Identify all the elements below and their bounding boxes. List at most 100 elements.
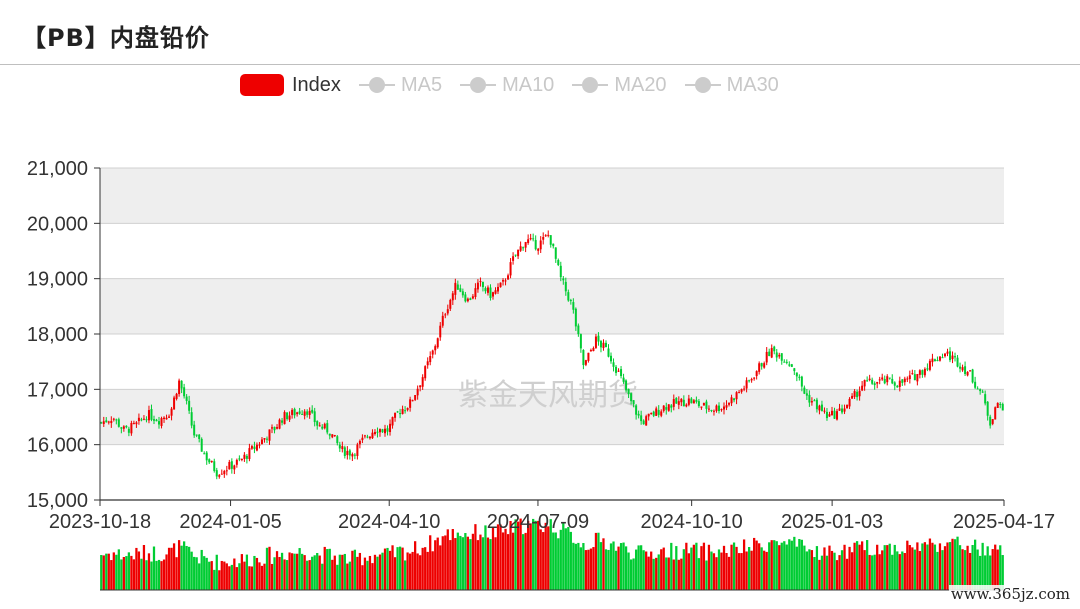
candle-body bbox=[265, 438, 268, 440]
candle-body bbox=[793, 368, 796, 372]
volume-bar bbox=[326, 549, 329, 590]
volume-bar bbox=[303, 555, 306, 590]
volume-bar bbox=[532, 518, 535, 590]
candle-body bbox=[974, 381, 977, 388]
candle-body bbox=[825, 411, 828, 419]
volume-bar bbox=[793, 536, 796, 590]
candle-body bbox=[499, 282, 502, 288]
candle-body bbox=[502, 280, 505, 282]
candle-body bbox=[534, 240, 537, 250]
volume-bar bbox=[228, 566, 231, 590]
candle-body bbox=[404, 410, 407, 412]
volume-bar bbox=[343, 553, 346, 590]
volume-bar bbox=[622, 542, 625, 590]
candle-body bbox=[599, 341, 602, 348]
volume-bar bbox=[619, 543, 623, 590]
legend-item-ma5[interactable]: MA5 bbox=[358, 73, 443, 97]
volume-bar bbox=[381, 552, 384, 590]
volume-bar bbox=[506, 534, 510, 590]
candle-body bbox=[409, 399, 412, 408]
candle-body bbox=[660, 411, 663, 416]
candle-body bbox=[210, 460, 213, 463]
candle-body bbox=[582, 350, 585, 366]
legend-item-ma20[interactable]: MA20 bbox=[572, 74, 667, 97]
volume-bar bbox=[690, 547, 693, 590]
volume-bar bbox=[986, 546, 989, 590]
volume-bar bbox=[991, 549, 994, 590]
volume-bar bbox=[270, 563, 274, 590]
volume-bar bbox=[142, 545, 146, 590]
volume-bar bbox=[167, 547, 171, 590]
candle-body bbox=[461, 291, 464, 296]
volume-bar bbox=[908, 545, 911, 590]
legend-item-ma10[interactable]: MA10 bbox=[460, 74, 554, 97]
legend-item-index[interactable]: Index bbox=[240, 74, 341, 97]
candle-body bbox=[459, 288, 462, 292]
y-tick-label: 19,000 bbox=[27, 269, 88, 291]
volume-bar bbox=[356, 556, 359, 590]
y-tick-label: 16,000 bbox=[27, 435, 88, 457]
volume-bar bbox=[268, 546, 271, 590]
volume-bar bbox=[152, 546, 156, 590]
candle-body bbox=[248, 448, 251, 460]
volume-bar bbox=[677, 559, 680, 590]
legend-item-ma30[interactable]: MA30 bbox=[684, 74, 779, 97]
volume-bar bbox=[444, 535, 447, 590]
volume-bar bbox=[499, 524, 502, 590]
candle-body bbox=[725, 405, 728, 408]
volume-bar bbox=[225, 563, 228, 590]
candle-body bbox=[795, 372, 798, 377]
candle-body bbox=[981, 391, 984, 393]
volume-bar bbox=[466, 536, 470, 590]
volume-bar bbox=[120, 559, 123, 590]
candle-body bbox=[105, 420, 108, 423]
volume-bar bbox=[311, 556, 314, 590]
legend-label-ma10: MA10 bbox=[502, 73, 555, 96]
volume-bar bbox=[177, 540, 181, 590]
volume-bar bbox=[830, 550, 834, 590]
candle-body bbox=[969, 370, 972, 372]
volume-bar bbox=[602, 538, 605, 590]
candle-body bbox=[168, 416, 171, 418]
candle-body bbox=[677, 401, 680, 405]
volume-bar bbox=[685, 542, 688, 590]
legend-marker-ma30 bbox=[684, 74, 721, 96]
volume-bar bbox=[306, 560, 309, 590]
volume-bar bbox=[665, 557, 668, 590]
candle-body bbox=[142, 418, 145, 420]
candle-body bbox=[165, 417, 168, 420]
volume-bar bbox=[763, 550, 766, 590]
candle-body bbox=[522, 247, 525, 249]
volume-bar bbox=[798, 538, 801, 590]
candle-body bbox=[853, 391, 856, 397]
volume-bar bbox=[393, 557, 397, 590]
candle-body bbox=[253, 446, 256, 450]
volume-bar bbox=[255, 557, 259, 590]
volume-bar bbox=[582, 543, 585, 590]
volume-bar bbox=[682, 549, 685, 590]
legend-label-ma5: MA5 bbox=[400, 73, 443, 96]
candle-body bbox=[808, 394, 811, 403]
candle-body bbox=[363, 435, 366, 437]
volume-bar bbox=[994, 544, 997, 590]
candle-body bbox=[851, 395, 854, 399]
volume-bar bbox=[1001, 555, 1004, 590]
candle-body bbox=[803, 387, 806, 394]
volume-bar bbox=[760, 547, 763, 590]
volume-bar bbox=[333, 555, 336, 590]
candle-body bbox=[497, 286, 500, 292]
volume-bar bbox=[170, 547, 173, 590]
candle-body bbox=[692, 400, 695, 404]
candle-body bbox=[687, 398, 690, 405]
volume-bar bbox=[471, 533, 475, 590]
candle-body bbox=[190, 412, 193, 426]
legend-marker-ma10 bbox=[460, 74, 497, 96]
volume-bar bbox=[855, 541, 859, 590]
candle-body bbox=[218, 475, 221, 477]
candle-body bbox=[893, 382, 896, 386]
candle-body bbox=[200, 438, 203, 452]
volume-bar bbox=[634, 549, 638, 590]
candle-body bbox=[933, 359, 936, 362]
candle-body bbox=[951, 355, 954, 360]
candle-body bbox=[549, 235, 552, 245]
